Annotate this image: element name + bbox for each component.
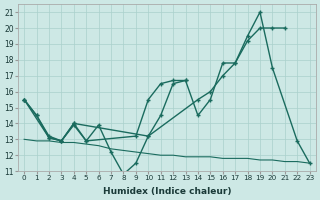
X-axis label: Humidex (Indice chaleur): Humidex (Indice chaleur)	[103, 187, 231, 196]
